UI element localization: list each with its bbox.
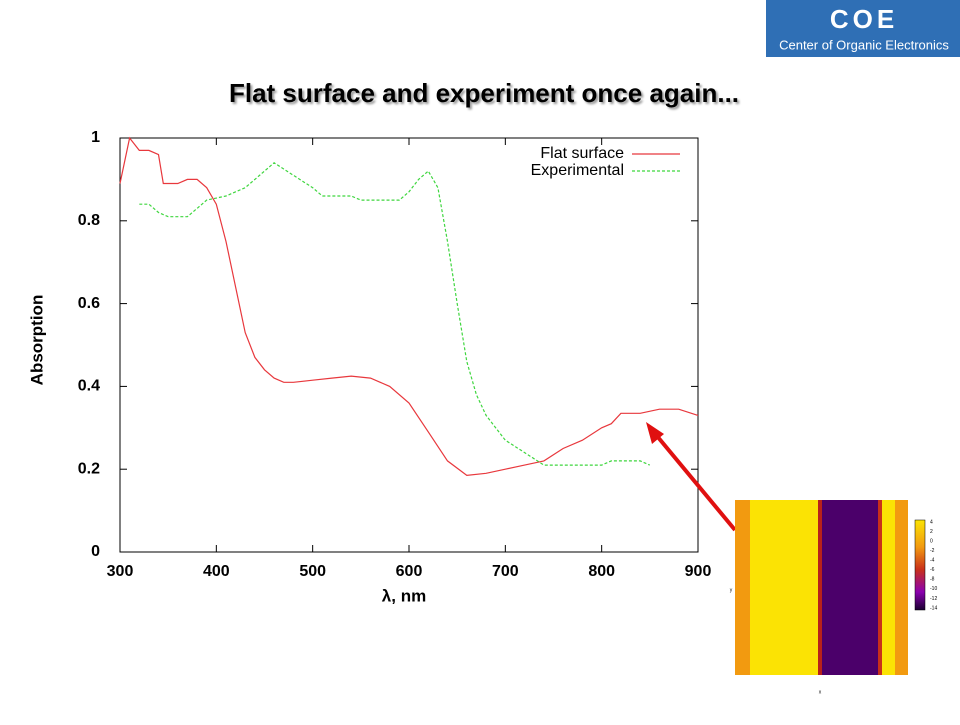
data-line: [139, 162, 651, 466]
logo-mark: COE: [830, 4, 898, 34]
stripe: [818, 500, 822, 675]
x-tick-label: 600: [396, 563, 423, 580]
stripe: [895, 500, 908, 675]
legend-label: Experimental: [531, 162, 624, 179]
data-line: [119, 136, 699, 477]
x-tick-label: 500: [299, 563, 326, 580]
colorbar-tick-label: -8: [930, 577, 935, 583]
colorbar-tick-label: -2: [930, 548, 935, 554]
x-tick-label: 700: [492, 563, 519, 580]
colorbar-tick-label: -6: [930, 567, 935, 573]
x-tick-label: 400: [203, 563, 230, 580]
legend-label: Flat surface: [540, 145, 624, 162]
logo-box: [766, 0, 960, 57]
colorbar-tick-label: -4: [930, 558, 935, 564]
inset-x-label: x: [819, 689, 822, 695]
arrow: [650, 428, 737, 532]
colorbar: [914, 519, 926, 611]
slide-title: Flat surface and experiment once again..…: [229, 78, 739, 108]
stripe: [735, 500, 750, 675]
y-tick-label: 0.8: [78, 212, 100, 229]
stripe: [750, 500, 818, 675]
y-tick-label: 0.2: [78, 460, 100, 477]
stripe: [878, 500, 882, 675]
y-tick-label: 0.4: [78, 378, 100, 395]
arrow-head: [646, 422, 664, 444]
y-axis-label: Absorption: [27, 295, 46, 386]
colorbar-tick-label: 2: [930, 529, 933, 535]
colorbar-tick-label: -12: [930, 596, 937, 602]
stripe: [882, 500, 895, 675]
colorbar-tick-label: 0: [930, 538, 933, 544]
y-tick-label: 0.6: [78, 295, 100, 312]
colorbar-tick-label: -14: [930, 605, 937, 611]
y-tick-label: 0: [91, 543, 100, 560]
logo-text: Center of Organic Electronics: [779, 37, 949, 52]
inset: y x: [730, 500, 926, 695]
y-tick-label: 1: [91, 129, 100, 146]
stripe: [822, 500, 878, 675]
x-axis-label: λ, nm: [382, 586, 426, 605]
x-tick-label: 800: [588, 563, 615, 580]
inset-y-label: y: [730, 587, 733, 593]
colorbar-tick-label: -10: [930, 586, 937, 592]
colorbar-tick-label: 4: [930, 519, 933, 525]
x-tick-label: 300: [107, 563, 134, 580]
x-tick-label: 900: [685, 563, 712, 580]
